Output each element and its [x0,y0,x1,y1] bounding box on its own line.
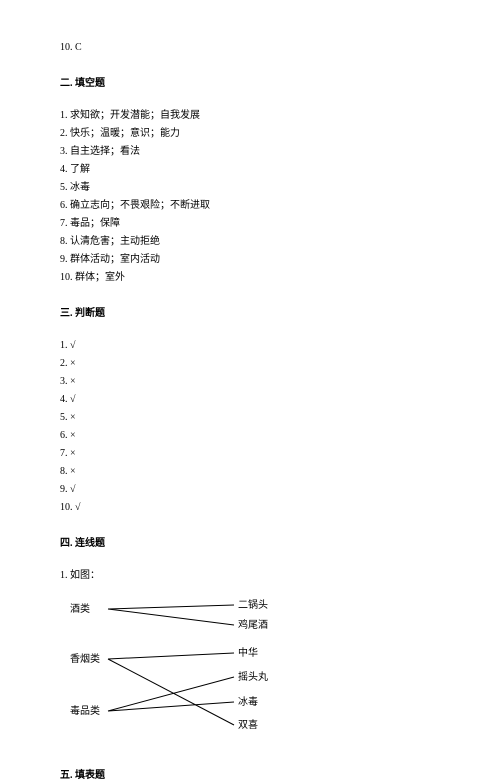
s4-prompt: 1. 如图： [60,568,440,584]
matching-diagram: 酒类香烟类毒品类 二锅头鸡尾酒中华摇头丸冰毒双喜 [70,592,330,742]
s3-item: 3. × [60,374,440,390]
match-left-label: 毒品类 [70,704,100,720]
match-right-label: 双喜 [238,718,258,734]
match-right-label: 冰毒 [238,695,258,711]
s3-item: 2. × [60,356,440,372]
s3-item: 9. √ [60,482,440,498]
first-answer: 10. C [60,40,440,56]
s2-item: 3. 自主选择；看法 [60,144,440,160]
match-right-label: 鸡尾酒 [238,618,268,634]
match-right-label: 摇头丸 [238,670,268,686]
s3-item: 4. √ [60,392,440,408]
match-left-label: 酒类 [70,602,90,618]
s2-item: 7. 毒品；保障 [60,216,440,232]
match-left-label: 香烟类 [70,652,100,668]
match-right-label: 中华 [238,646,258,662]
s3-item: 10. √ [60,500,440,516]
section-4-title: 四. 连线题 [60,536,440,552]
matching-lines-svg [70,592,330,742]
s3-item: 5. × [60,410,440,426]
s2-item: 2. 快乐；温暖；意识；能力 [60,126,440,142]
match-right-label: 二锅头 [238,598,268,614]
s2-item: 6. 确立志向；不畏艰险；不断进取 [60,198,440,214]
s2-item: 10. 群体；室外 [60,270,440,286]
s3-item: 7. × [60,446,440,462]
s2-item: 8. 认清危害；主动拒绝 [60,234,440,250]
s2-item: 5. 冰毒 [60,180,440,196]
s3-item: 6. × [60,428,440,444]
section-3-title: 三. 判断题 [60,306,440,322]
section-5-title: 五. 填表题 [60,768,440,784]
section-2-title: 二. 填空题 [60,76,440,92]
s3-item: 8. × [60,464,440,480]
s3-item: 1. √ [60,338,440,354]
s2-item: 9. 群体活动；室内活动 [60,252,440,268]
s2-item: 4. 了解 [60,162,440,178]
s2-item: 1. 求知欲；开发潜能；自我发展 [60,108,440,124]
